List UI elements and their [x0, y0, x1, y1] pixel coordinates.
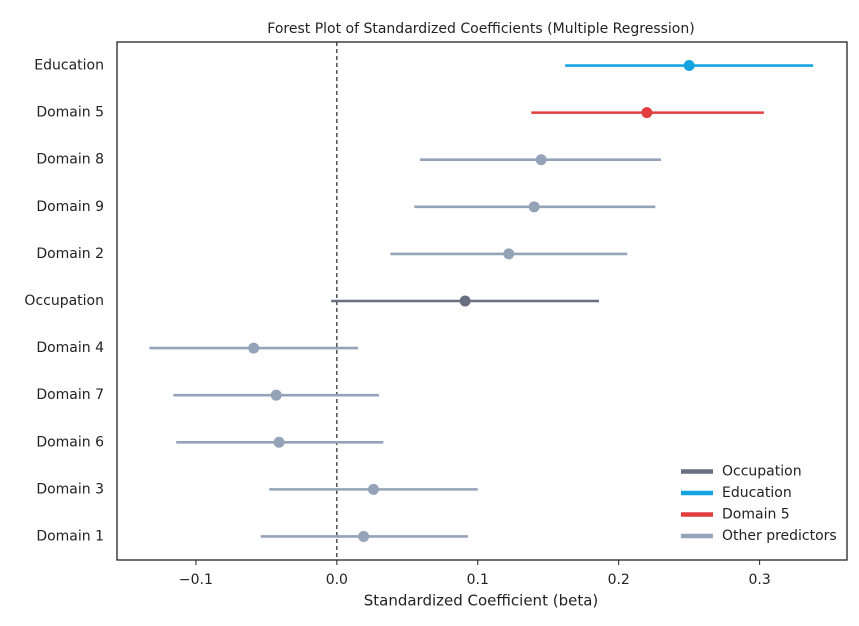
estimate-point: [503, 248, 515, 260]
estimate-point: [273, 436, 285, 448]
estimate-point: [367, 483, 379, 495]
estimate-point: [248, 342, 260, 354]
y-tick-label: Domain 8: [36, 152, 104, 168]
x-axis-label: Standardized Coefficient (beta): [364, 592, 599, 610]
x-tick-label: −0.1: [179, 572, 213, 588]
estimate-point: [270, 389, 282, 401]
y-tick-label: Domain 7: [36, 387, 104, 403]
x-tick-label: 0.0: [326, 572, 348, 588]
y-tick-label: Occupation: [24, 293, 104, 309]
estimate-point: [641, 107, 653, 119]
x-tick-label: 0.2: [608, 572, 630, 588]
y-tick-label: Education: [34, 58, 104, 74]
x-tick-label: 0.1: [467, 572, 489, 588]
legend-label: Other predictors: [722, 528, 837, 544]
legend-label: Occupation: [722, 464, 802, 480]
y-tick-label: Domain 4: [36, 340, 104, 356]
legend-label: Domain 5: [722, 507, 790, 523]
estimate-point: [683, 60, 695, 72]
y-tick-label: Domain 9: [36, 199, 104, 215]
chart-title: Forest Plot of Standardized Coefficients…: [267, 21, 694, 37]
y-tick-label: Domain 3: [36, 481, 104, 497]
plot-frame: [116, 41, 848, 561]
y-tick-label: Domain 2: [36, 246, 104, 262]
legend-label: Education: [722, 485, 792, 501]
x-tick-label: 0.3: [748, 572, 770, 588]
y-tick-label: Domain 5: [36, 105, 104, 121]
estimate-point: [459, 295, 471, 307]
estimate-point: [528, 201, 540, 213]
y-tick-label: Domain 6: [36, 434, 104, 450]
estimate-point: [358, 530, 370, 542]
estimate-point: [535, 154, 547, 166]
y-tick-label: Domain 1: [36, 528, 104, 544]
